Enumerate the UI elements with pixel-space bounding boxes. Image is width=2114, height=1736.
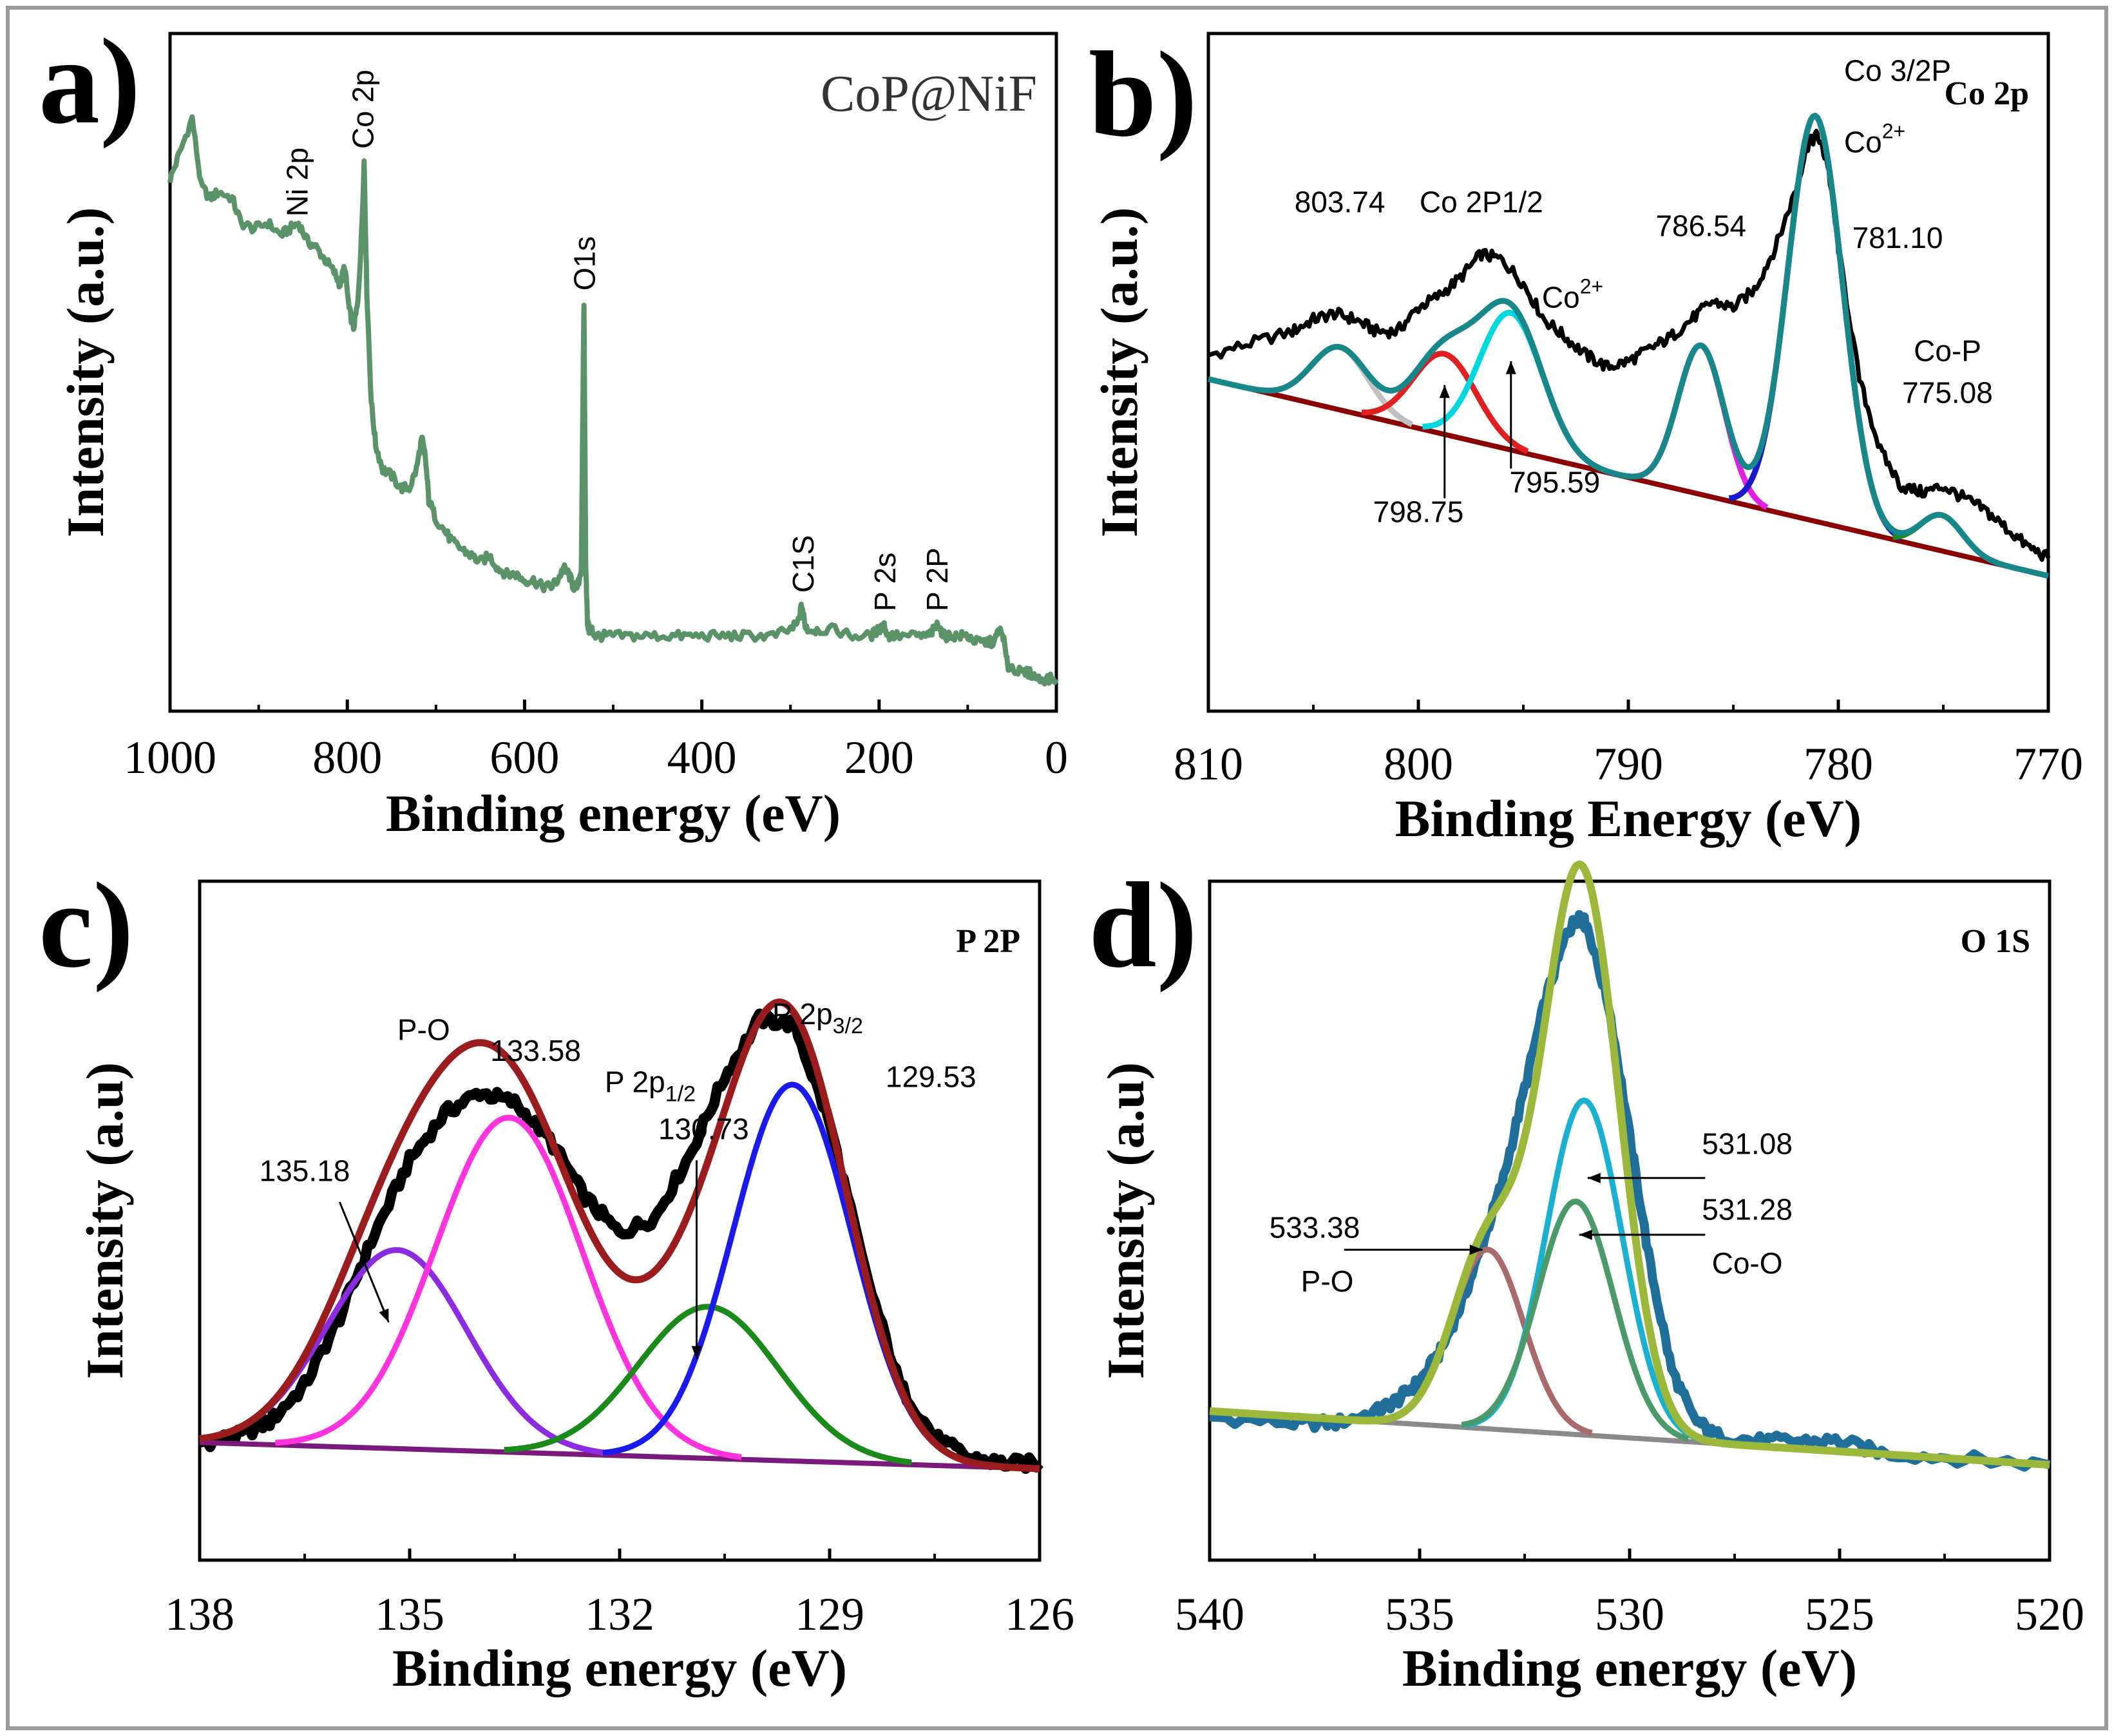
x-tick-label-c-0: 138 — [165, 1588, 234, 1640]
x-tick-label-a-4: 200 — [844, 732, 914, 783]
series-baseline-c — [199, 1440, 1040, 1471]
x-tick-label-c-3: 129 — [795, 1588, 864, 1640]
x-tick-label-b-2: 790 — [1594, 738, 1663, 790]
arrow-b-795-head — [1505, 361, 1516, 374]
annotation-a-0: Ni 2p — [281, 148, 314, 216]
arrow-c-130-head — [691, 1346, 702, 1359]
arrow-d-531-08-head — [1587, 1172, 1601, 1183]
annotation-c-0: P-O — [397, 1013, 450, 1047]
x-tick-label-d-3: 525 — [1805, 1588, 1874, 1640]
series-survey — [167, 114, 1059, 687]
x-tick-label-c-4: 126 — [1005, 1588, 1074, 1640]
panel-label-a: a) — [39, 14, 140, 149]
arrow-d-533-38-head — [1469, 1245, 1483, 1255]
annotation-b-9: 798.75 — [1373, 495, 1464, 529]
panel-a: 1000 800 600 400 200 0 Binding energy (eV) Inte… — [39, 14, 1068, 843]
annotation-c-1: 133.58 — [490, 1034, 581, 1067]
annotation-b-7: Co-P — [1914, 334, 1981, 368]
annotation-d-0: 531.08 — [1702, 1127, 1793, 1161]
arrow-b-798-head — [1439, 385, 1450, 398]
annotation-b-5: 781.10 — [1852, 221, 1943, 254]
series-raw-d — [1209, 910, 2051, 1472]
component-c-2 — [503, 1304, 913, 1465]
annotation-d-1: 531.28 — [1702, 1193, 1793, 1226]
panel-title-a: CoP@NiF — [821, 66, 1037, 122]
series-envelope-d — [1208, 860, 2052, 1469]
series-raw-b — [1207, 128, 2051, 562]
annotation-d-2: Co-O — [1712, 1246, 1783, 1280]
annotation-d-4: P-O — [1301, 1264, 1354, 1298]
panel-title-d: O 1S — [1961, 923, 2030, 960]
x-tick-label-b-1: 800 — [1384, 738, 1453, 790]
annotation-a-1: Co 2p — [346, 70, 379, 149]
y-axis-title-b: Intensity (a.u.) — [1090, 207, 1148, 538]
panel-title-b: Co 2p — [1945, 75, 2029, 112]
panel-d: 540 535 530 525 520 Binding energy (eV) Intens… — [1089, 858, 2084, 1697]
series-envelope-c — [198, 998, 1042, 1473]
annotation-c-6: 135.18 — [260, 1154, 350, 1188]
annotation-c-3: 130.73 — [658, 1112, 749, 1146]
annotation-b-3: Co 3/2P — [1844, 54, 1951, 88]
y-axis-title-c: Intensity (a.u) — [75, 1062, 134, 1379]
arrow-d-531-28-head — [1579, 1229, 1592, 1240]
panel-b: 810 800 790 780 770 Binding Energy (eV) Intens… — [1089, 27, 2083, 848]
arrow-c-135-head — [379, 1308, 389, 1322]
panel-c: 138 135 132 129 126 Binding energy (eV) Intens… — [39, 858, 1074, 1697]
x-tick-label-d-4: 520 — [2015, 1588, 2084, 1640]
arrow-c-135 — [338, 1201, 390, 1323]
panel-label-c: c) — [39, 858, 134, 993]
annotation-b-6: Co2+ — [1542, 274, 1603, 314]
annotation-b-1: Co 2P1/2 — [1420, 185, 1543, 218]
x-tick-label-a-3: 400 — [667, 732, 737, 783]
x-tick-label-a-5: 0 — [1045, 732, 1068, 783]
x-tick-label-c-1: 135 — [375, 1588, 444, 1640]
x-tick-label-b-3: 780 — [1804, 738, 1873, 790]
annotation-a-4: P 2s — [868, 553, 902, 611]
x-axis-title-d: Binding energy (eV) — [1402, 1639, 1857, 1697]
annotation-b-8: 775.08 — [1902, 376, 1993, 410]
annotation-c-4: P 2p3/2 — [772, 997, 863, 1038]
annotation-d-3: 533.38 — [1270, 1211, 1360, 1245]
x-axis-title-b: Binding Energy (eV) — [1395, 789, 1862, 848]
x-tick-label-b-0: 810 — [1174, 738, 1243, 790]
y-axis-title-a: Intensity (a.u.) — [56, 207, 115, 538]
annotation-c-2: P 2p1/2 — [605, 1065, 696, 1107]
annotation-a-2: O1s — [567, 236, 601, 291]
x-tick-label-a-0: 1000 — [124, 732, 216, 783]
y-axis-title-d: Intensity (a.u) — [1096, 1062, 1155, 1379]
annotation-b-4: Co2+ — [1844, 120, 1905, 159]
x-tick-label-d-0: 540 — [1175, 1588, 1244, 1640]
annotation-b-2: 786.54 — [1655, 209, 1746, 242]
annotation-a-3: C1S — [786, 535, 820, 593]
annotation-c-5: 129.53 — [886, 1060, 976, 1094]
series-envelope-b — [1207, 113, 2050, 579]
x-tick-label-d-2: 530 — [1595, 1588, 1664, 1640]
x-axis-title-a: Binding energy (eV) — [386, 784, 841, 843]
panel-label-b: b) — [1089, 27, 1197, 162]
panels: 1000 800 600 400 200 0 Binding energy (eV) Inte… — [39, 14, 2084, 1697]
annotation-a-5: P 2P — [920, 548, 954, 611]
x-tick-label-a-2: 600 — [490, 732, 559, 783]
x-tick-label-d-1: 535 — [1385, 1588, 1454, 1640]
x-tick-label-c-2: 132 — [585, 1588, 654, 1640]
panel-title-c: P 2P — [956, 923, 1020, 960]
x-axis-title-c: Binding energy (eV) — [392, 1639, 847, 1697]
panel-label-d: d) — [1089, 858, 1197, 993]
x-tick-label-a-1: 800 — [312, 732, 382, 783]
component-b-1 — [1360, 350, 1529, 454]
x-tick-label-b-4: 770 — [2014, 738, 2083, 790]
component-d-2 — [1461, 1198, 1690, 1442]
annotation-b-10: 795.59 — [1510, 465, 1601, 499]
annotation-b-0: 803.74 — [1295, 185, 1386, 218]
